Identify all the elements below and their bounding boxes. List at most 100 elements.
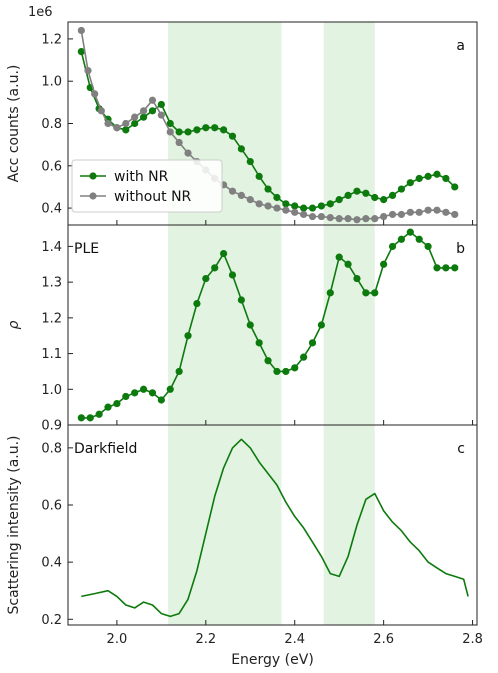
data-point-2-1-18 [237, 296, 245, 304]
data-point-1-1-9 [157, 100, 165, 109]
data-point-1-1-28 [326, 200, 334, 208]
data-point-2-1-10 [166, 385, 174, 393]
ytick-label-1-3: 1.0 [41, 75, 62, 90]
data-point-1-1-39 [424, 172, 432, 180]
data-point-2-1-3 [104, 403, 112, 411]
data-point-1-2-40 [424, 206, 432, 214]
data-point-1-1-32 [362, 189, 370, 197]
data-point-1-1-12 [184, 128, 192, 136]
data-point-2-1-38 [415, 235, 423, 243]
data-point-1-2-12 [175, 138, 183, 147]
data-point-2-1-12 [184, 332, 192, 340]
data-point-2-1-21 [264, 357, 272, 365]
data-point-2-1-35 [388, 242, 397, 251]
data-point-2-1-11 [175, 367, 183, 376]
data-point-1-1-24 [291, 202, 299, 210]
data-point-2-1-9 [157, 396, 165, 404]
ytick-label-1-4: 1.2 [41, 32, 62, 47]
data-point-2-1-26 [308, 339, 317, 347]
data-point-1-2-23 [273, 204, 281, 212]
data-point-1-2-5 [113, 124, 121, 132]
data-point-1-1-34 [380, 196, 388, 204]
data-point-2-1-14 [202, 274, 210, 283]
data-point-1-1-0 [77, 48, 85, 56]
data-point-1-2-37 [397, 210, 406, 219]
legend-label-1: with NR [114, 169, 169, 185]
data-point-2-1-19 [246, 321, 254, 329]
panel-letter-a: a [456, 38, 465, 54]
ytick-label-3-2: 0.6 [41, 499, 62, 514]
data-point-1-1-37 [406, 179, 414, 187]
shaded-region-3-2 [323, 425, 375, 625]
data-point-1-2-9 [148, 96, 157, 104]
data-point-1-2-13 [184, 149, 192, 157]
series-line-3-1 [81, 438, 469, 618]
xtick-label-2: 2.4 [284, 632, 305, 647]
data-point-1-1-20 [255, 172, 263, 180]
shaded-region-2-2 [323, 225, 375, 425]
data-point-2-1-36 [397, 235, 406, 243]
data-point-1-2-8 [139, 107, 148, 115]
data-point-2-1-34 [380, 260, 388, 268]
data-point-1-1-22 [273, 193, 281, 202]
ylabel-2: ρ [6, 320, 22, 329]
data-point-2-1-33 [371, 289, 379, 297]
data-point-1-1-41 [442, 174, 450, 183]
ytick-label-1-2: 0.8 [41, 117, 62, 132]
data-point-1-1-18 [237, 145, 245, 153]
data-point-2-1-16 [219, 249, 228, 258]
ytick-label-2-5: 1.4 [41, 240, 62, 255]
ytick-label-2-4: 1.3 [41, 276, 62, 291]
data-point-2-1-39 [424, 242, 432, 251]
data-point-1-1-10 [166, 119, 174, 128]
data-point-1-2-3 [97, 107, 105, 115]
data-point-1-1-33 [371, 193, 379, 202]
data-point-2-1-17 [228, 271, 237, 279]
data-point-2-1-24 [291, 364, 299, 372]
panel-label-2: PLE [74, 241, 99, 257]
data-point-1-1-19 [246, 157, 254, 166]
panel-label-3: Darkfield [74, 441, 137, 457]
legend-marker-2 [89, 192, 97, 200]
data-point-1-1-38 [415, 174, 423, 183]
data-point-1-2-26 [300, 210, 308, 219]
data-point-1-2-41 [433, 206, 441, 214]
data-point-1-2-11 [166, 128, 174, 136]
data-point-1-1-35 [388, 191, 397, 199]
ytick-label-3-0: 0.2 [41, 613, 62, 628]
data-point-1-1-6 [131, 119, 139, 128]
ytick-label-3-1: 0.4 [41, 556, 62, 571]
data-point-1-1-17 [228, 132, 237, 140]
data-point-1-2-31 [344, 215, 352, 223]
data-point-2-1-6 [131, 389, 139, 397]
panel-letter-c: c [457, 441, 465, 457]
data-point-1-2-22 [264, 202, 272, 210]
data-point-1-1-27 [317, 202, 326, 210]
data-point-1-1-13 [193, 126, 201, 134]
offset-text: 1e6 [28, 5, 53, 20]
data-point-1-1-16 [219, 126, 228, 134]
data-point-1-2-25 [291, 208, 299, 216]
data-point-2-1-42 [451, 264, 459, 272]
panel-letter-b: b [456, 241, 465, 257]
ylabel-3: Scattering intensity (a.u.) [6, 435, 22, 614]
data-point-1-2-7 [131, 113, 139, 121]
data-point-1-1-25 [300, 204, 308, 212]
data-point-1-1-36 [397, 185, 406, 193]
data-point-2-1-0 [77, 414, 85, 422]
data-point-2-1-4 [113, 399, 121, 408]
ytick-label-2-3: 1.2 [41, 311, 62, 326]
data-point-1-2-6 [122, 119, 130, 128]
data-point-1-1-15 [211, 124, 219, 132]
data-point-2-1-37 [406, 228, 414, 236]
data-point-1-2-34 [371, 215, 379, 223]
data-point-1-2-36 [388, 210, 397, 219]
data-point-1-1-8 [148, 107, 157, 115]
data-point-1-2-2 [91, 90, 99, 98]
data-point-1-1-29 [335, 196, 343, 204]
data-point-2-1-15 [211, 264, 219, 272]
legend-label-2: without NR [114, 189, 192, 205]
axes-frame-3 [67, 424, 478, 626]
data-point-2-1-28 [326, 289, 334, 297]
